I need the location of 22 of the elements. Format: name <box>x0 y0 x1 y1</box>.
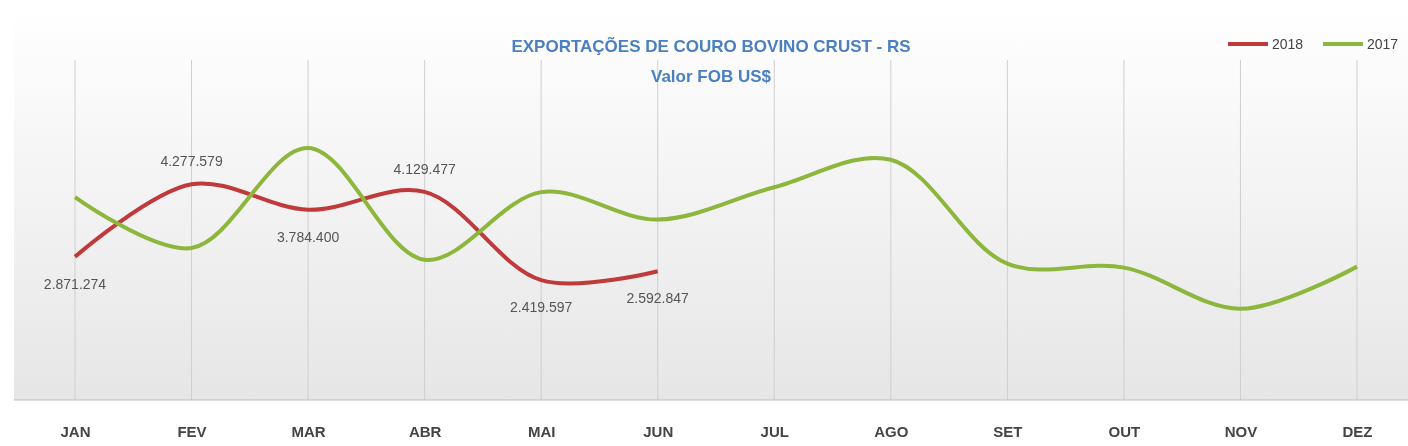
x-tick-label: SET <box>993 422 1023 440</box>
x-tick-label: DEZ <box>1342 422 1373 440</box>
x-tick-label: MAR <box>291 422 326 440</box>
data-label: 2.592.847 <box>626 290 690 307</box>
x-tick-label: AGO <box>874 422 909 440</box>
x-tick-label: ABR <box>408 422 442 440</box>
data-label: 3.784.400 <box>276 228 340 245</box>
chart-subtitle: Valor FOB US$ <box>651 67 772 86</box>
x-tick-label: JUL <box>760 422 789 440</box>
data-label: 4.277.579 <box>160 153 223 170</box>
data-label: 2.419.597 <box>510 299 573 316</box>
chart-title: EXPORTAÇÕES DE COURO BOVINO CRUST - RS <box>511 36 911 56</box>
legend-label: 2017 <box>1367 36 1399 52</box>
data-label: 2.871.274 <box>43 275 107 292</box>
x-tick-label: NOV <box>1224 422 1258 440</box>
x-tick-label: JUN <box>643 422 674 440</box>
data-label: 4.129.477 <box>393 160 456 177</box>
x-tick-label: OUT <box>1108 422 1141 440</box>
x-tick-label: MAI <box>527 422 556 440</box>
legend-label: 2018 <box>1272 36 1304 52</box>
x-tick-label: JAN <box>60 422 91 440</box>
x-tick-label: FEV <box>177 422 207 440</box>
